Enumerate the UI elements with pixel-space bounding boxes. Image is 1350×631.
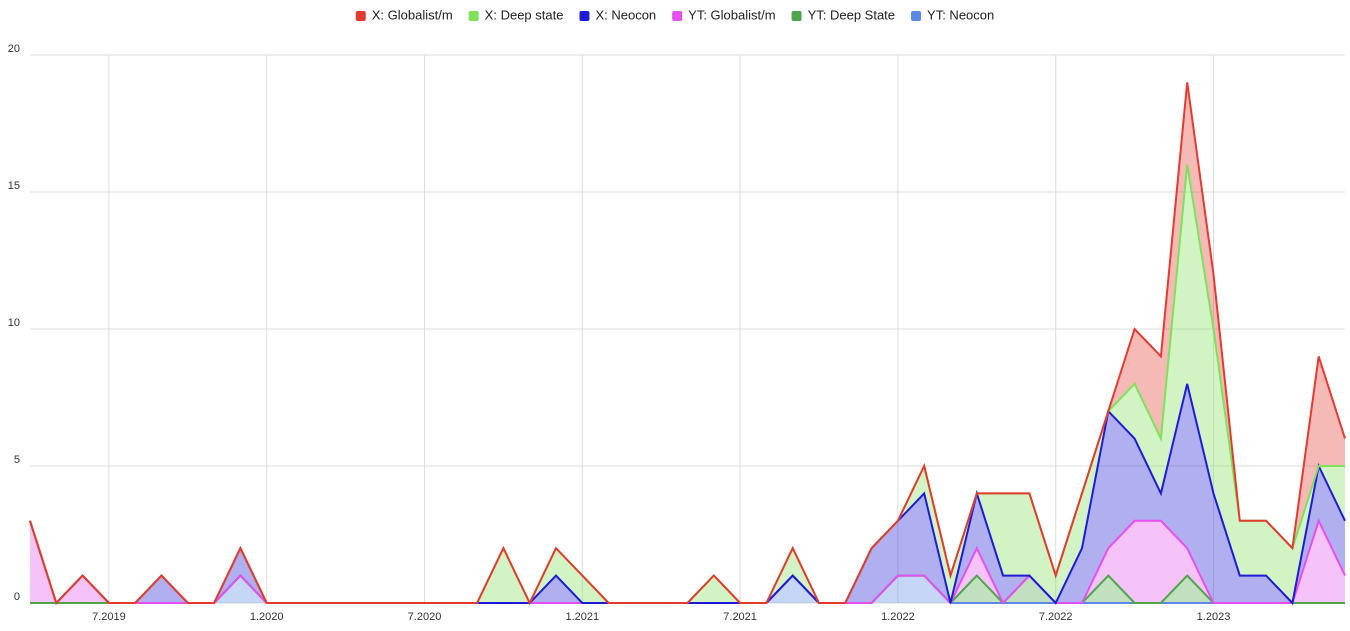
legend-swatch — [355, 11, 366, 21]
area-fill — [30, 383, 1345, 603]
x-tick-label: 7.2021 — [723, 611, 757, 623]
x-tick-label: 1.2023 — [1197, 611, 1231, 623]
legend-label: X: Deep state — [485, 7, 564, 22]
legend-label: YT: Globalist/m — [688, 7, 775, 22]
legend: X: Globalist/m X: Deep state X: Neocon YT: … — [355, 7, 994, 22]
y-tick-label: 15 — [8, 180, 20, 192]
legend-label: YT: Deep State — [808, 7, 895, 22]
x-tick-label: 7.2020 — [408, 611, 442, 623]
x-tick-label: 7.2019 — [92, 611, 126, 623]
legend-label: YT: Neocon — [927, 7, 994, 22]
area-line — [29, 82, 1346, 606]
x-tick-label: 1.2022 — [881, 611, 915, 623]
legend-swatch — [791, 11, 802, 21]
legend-label: X: Globalist/m — [372, 7, 453, 22]
legend-swatch — [579, 11, 590, 21]
legend-swatch — [672, 11, 683, 21]
area-fill — [30, 575, 1345, 603]
legend-label: X: Neocon — [595, 7, 656, 22]
legend-swatch — [468, 11, 479, 21]
y-tick-label: 0 — [14, 591, 20, 603]
x-tick-label: 1.2020 — [250, 611, 284, 623]
x-tick-label: 1.2021 — [565, 611, 599, 623]
legend-swatch — [911, 11, 922, 21]
y-tick-label: 5 — [14, 454, 20, 466]
y-tick-label: 20 — [8, 43, 20, 55]
y-tick-label: 10 — [8, 317, 20, 329]
x-tick-label: 7.2022 — [1039, 611, 1073, 623]
